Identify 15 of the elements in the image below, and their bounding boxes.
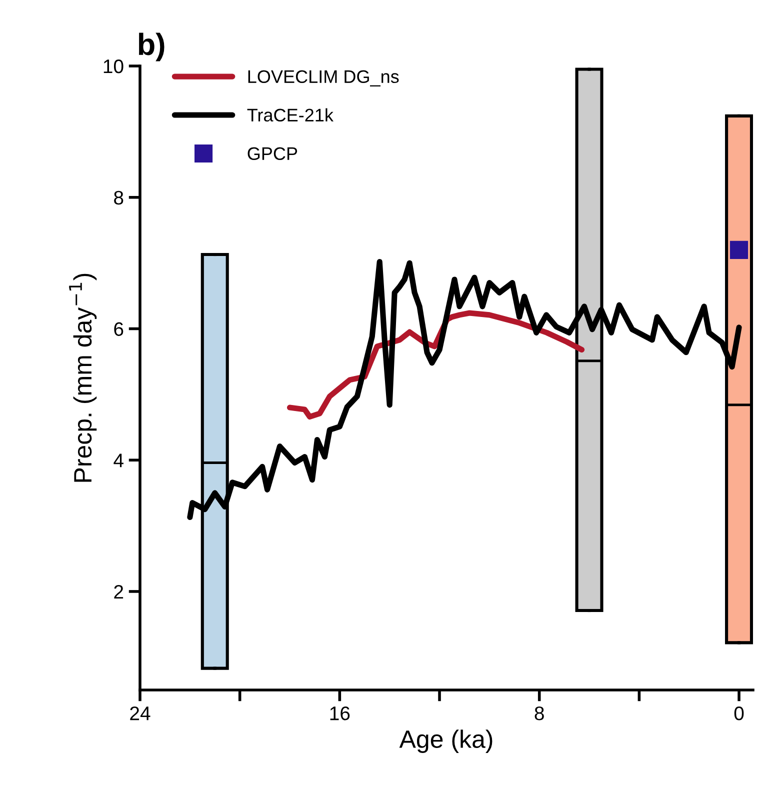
x-tick-label: 24 xyxy=(130,706,150,720)
y-tick-label: 6 xyxy=(114,322,124,336)
chart-title: b) xyxy=(138,32,164,62)
x-axis-title: Age (ka) xyxy=(399,730,492,753)
y-tick-label: 2 xyxy=(114,584,124,599)
y-tick-label: 8 xyxy=(114,190,124,205)
x-tick-label: 8 xyxy=(534,706,544,720)
y-tick-label: 10 xyxy=(104,59,124,74)
legend-label: TraCE-21k xyxy=(247,108,334,122)
x-tick-label: 16 xyxy=(330,706,350,720)
legend-label: LOVECLIM DG_ns xyxy=(248,70,399,86)
x-tick-label: 0 xyxy=(734,706,744,720)
y-tick-label: 4 xyxy=(114,454,124,468)
legend-label: GPCP xyxy=(248,147,298,160)
y-axis-title: Precp. (mm day$^{−1}$) xyxy=(69,274,97,482)
